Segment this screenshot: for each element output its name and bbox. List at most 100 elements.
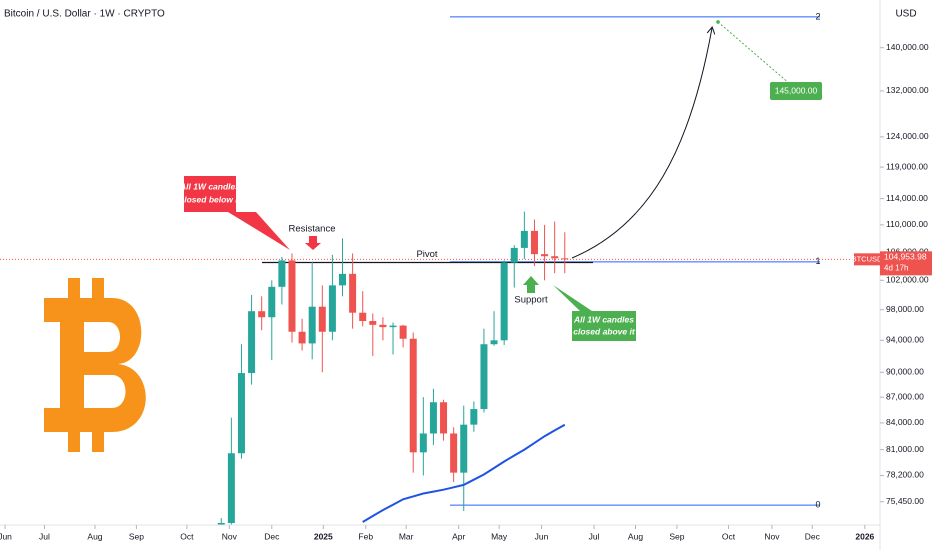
fib-label: 1 — [815, 256, 820, 266]
y-tick-label: 87,000.00 — [886, 391, 924, 401]
y-tick-label: 81,000.00 — [886, 444, 924, 454]
symbol-tag — [854, 253, 880, 266]
candle-body — [490, 340, 498, 345]
y-axis-title: USD — [895, 9, 916, 20]
x-tick-label: Jun — [0, 531, 12, 541]
below-callout: All 1W candles closed below it — [179, 176, 290, 250]
resistance-arrow — [305, 236, 321, 250]
candle-body — [217, 522, 225, 525]
candle-body — [551, 256, 559, 259]
candle-body — [409, 338, 417, 453]
x-tick-label: Feb — [358, 531, 373, 541]
target-point — [716, 20, 720, 24]
candle-body — [359, 312, 367, 322]
x-tick-label: Oct — [722, 531, 736, 541]
x-tick-label: Nov — [222, 531, 238, 541]
y-tick-label: 78,200.00 — [886, 470, 924, 480]
x-tick-label: Nov — [764, 531, 780, 541]
callout-text: All 1W candles — [573, 314, 634, 324]
x-tick-label: Dec — [264, 531, 280, 541]
y-tick-label: 119,000.00 — [886, 161, 928, 171]
candle-body — [389, 325, 397, 328]
fib-label: 2 — [815, 11, 820, 21]
candle-body — [237, 373, 245, 454]
plot-area — [0, 16, 880, 525]
x-tick-label: Jun — [535, 531, 549, 541]
candle-body — [541, 254, 549, 257]
y-tick-label: 132,000.00 — [886, 85, 929, 95]
support-label: Support — [514, 295, 548, 306]
x-tick-label: 2026 — [855, 531, 874, 541]
x-tick-label: Sep — [129, 531, 144, 541]
y-tick-label: 75,450.00 — [886, 496, 924, 506]
candle-body — [288, 260, 296, 332]
candle-body — [318, 306, 326, 332]
y-tick-label: 114,000.00 — [886, 193, 928, 203]
callout-text: closed below it — [180, 194, 242, 204]
candle-body — [248, 311, 256, 374]
candle-body — [308, 306, 316, 344]
candle-body — [268, 286, 276, 318]
above-callout: All 1W candles closed above it — [553, 285, 636, 341]
x-tick-label: Apr — [452, 531, 465, 541]
pivot-label: Pivot — [416, 249, 437, 260]
candle-body — [470, 409, 478, 425]
resistance-label: Resistance — [289, 224, 336, 235]
candle-body — [500, 262, 508, 341]
target-label: 145,000.00 — [775, 85, 818, 95]
candle-body — [561, 258, 569, 260]
x-tick-label: Aug — [628, 531, 643, 541]
candle-body — [429, 402, 437, 434]
x-tick-label: Oct — [180, 531, 194, 541]
bitcoin-logo — [44, 278, 146, 452]
y-tick-label: 102,000.00 — [886, 275, 929, 285]
y-tick-label: 94,000.00 — [886, 335, 924, 345]
candle-body — [419, 433, 427, 453]
x-tick-label: Sep — [669, 531, 684, 541]
candle-body — [379, 324, 387, 328]
candle-body — [399, 325, 407, 339]
candle-body — [258, 311, 266, 318]
target-box — [770, 82, 822, 100]
y-tick-label: 140,000.00 — [886, 42, 929, 52]
chart-title: Bitcoin / U.S. Dollar · 1W · CRYPTO — [4, 9, 165, 20]
candle-body — [298, 331, 306, 344]
price-tag — [880, 251, 932, 276]
y-tick-label: 90,000.00 — [886, 366, 924, 376]
price-tag-label: 104,953.98 — [884, 252, 927, 262]
y-tick-label: 106,000.00 — [886, 246, 929, 256]
x-tick-label: Dec — [805, 531, 821, 541]
y-tick-label: 124,000.00 — [886, 131, 929, 141]
callout-text: All 1W candles — [179, 181, 240, 191]
candle-body — [440, 402, 448, 434]
y-tick-label: 84,000.00 — [886, 417, 924, 427]
x-tick-label: Jul — [39, 531, 50, 541]
candle-body — [450, 433, 458, 473]
x-tick-label: Jul — [589, 531, 600, 541]
countdown-label: 4d 17h — [884, 263, 908, 272]
candle-body — [460, 424, 468, 473]
moving-average — [362, 423, 566, 523]
symbol-label: BTCUSD — [852, 254, 883, 263]
candle-body — [227, 453, 235, 523]
y-tick-label: 98,000.00 — [886, 304, 924, 314]
candle-body — [328, 285, 336, 332]
candle-body — [339, 273, 347, 286]
candle-body — [369, 321, 377, 325]
x-tick-label: May — [491, 531, 508, 541]
x-tick-label: Aug — [87, 531, 102, 541]
callout-text: closed above it — [573, 326, 636, 336]
x-tick-label: Mar — [399, 531, 414, 541]
fib-label: 0 — [815, 500, 820, 510]
candle-body — [510, 247, 518, 263]
projection-arrow — [571, 28, 712, 259]
candle-body — [349, 273, 357, 313]
candle-body — [530, 230, 538, 255]
candle-body — [480, 344, 488, 410]
x-tick-label: 2025 — [314, 531, 333, 541]
candle-body — [520, 230, 528, 248]
candle-body — [278, 260, 286, 287]
support-arrow — [523, 276, 539, 293]
y-tick-label: 110,000.00 — [886, 219, 928, 229]
